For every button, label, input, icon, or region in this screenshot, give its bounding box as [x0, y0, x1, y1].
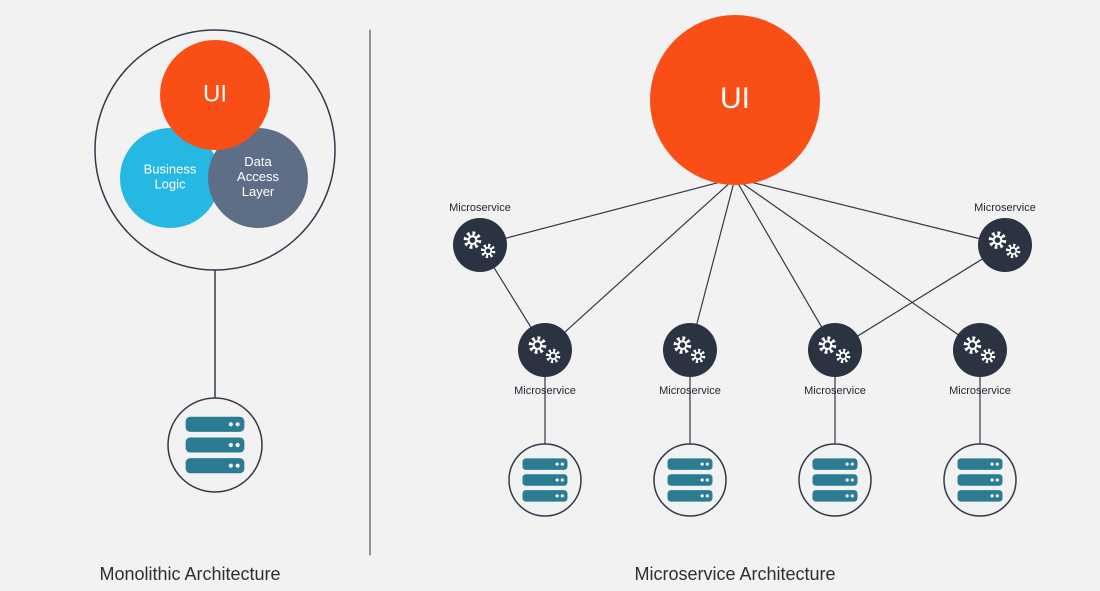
microservice-node: [663, 323, 717, 377]
svg-text:UI: UI: [203, 80, 227, 107]
microservice-panel: UI Microservice Microservice Microservice Mi…: [449, 15, 1036, 516]
microservice-node: [518, 323, 572, 377]
left-caption: Monolithic Architecture: [99, 564, 280, 584]
svg-text:UI: UI: [720, 82, 750, 115]
database-icon: [944, 444, 1016, 516]
microservice-ui: UI: [650, 15, 820, 185]
microservice-label: Microservice: [659, 385, 721, 397]
database-icon: [654, 444, 726, 516]
right-caption: Microservice Architecture: [634, 564, 835, 584]
microservice-node: [808, 323, 862, 377]
monolith-ui: UI: [160, 40, 270, 150]
database-icon: [168, 398, 262, 492]
microservice-label: Microservice: [449, 202, 511, 214]
microservice-node: [453, 218, 507, 272]
microservice-label: Microservice: [949, 385, 1011, 397]
microservice-node: [953, 323, 1007, 377]
edge-layer: [494, 178, 982, 444]
monolith-panel: BusinessLogicDataAccessLayerUI: [95, 30, 335, 492]
microservice-node: [978, 218, 1032, 272]
database-icon: [509, 444, 581, 516]
microservice-label: Microservice: [804, 385, 866, 397]
database-icon: [799, 444, 871, 516]
microservice-label: Microservice: [974, 202, 1036, 214]
microservice-label: Microservice: [514, 385, 576, 397]
